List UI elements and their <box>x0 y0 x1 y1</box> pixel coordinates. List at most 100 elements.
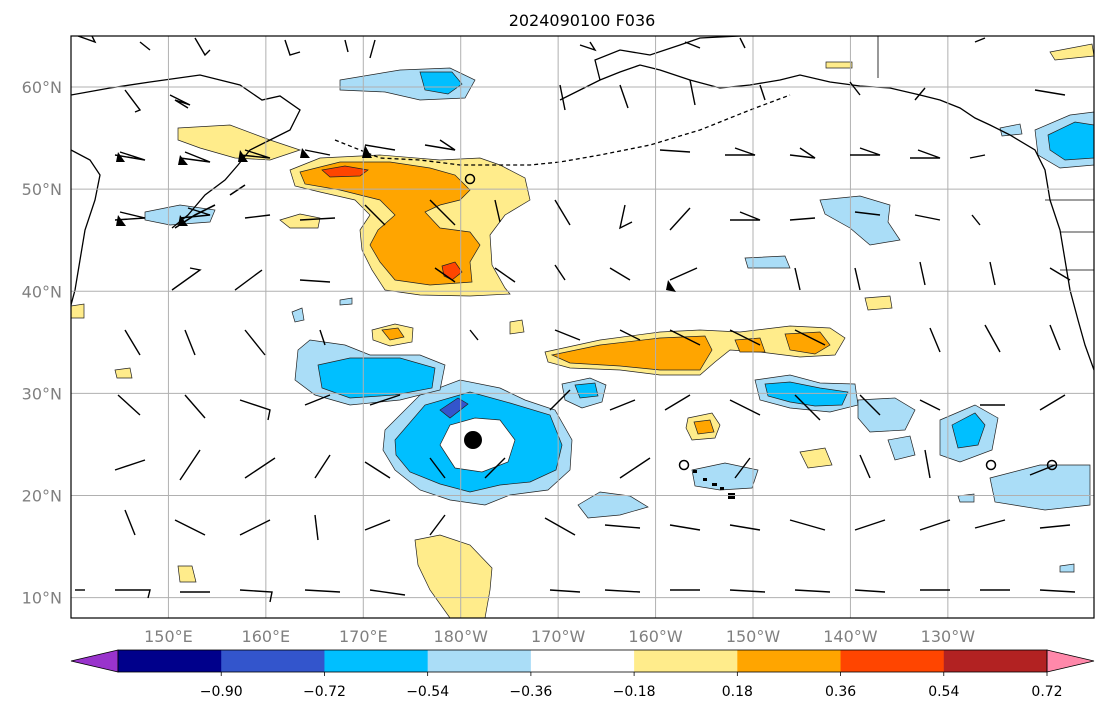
wind-barb-pennant <box>116 152 125 162</box>
negative-region <box>577 491 649 519</box>
positive-region-peak <box>321 165 369 178</box>
wind-barb <box>619 457 651 479</box>
wind-barb <box>794 267 801 291</box>
wind-barb <box>739 37 746 49</box>
negative-region-core <box>1047 121 1094 161</box>
wind-barb <box>794 394 821 421</box>
colorbar-tick-label: −0.90 <box>200 684 243 700</box>
wind-barb <box>910 149 941 159</box>
wind-barb <box>299 217 336 221</box>
wind-barb <box>929 327 941 353</box>
coastline-asia <box>71 149 101 306</box>
wind-barb <box>484 457 506 479</box>
wind-barb-pennant <box>178 155 188 165</box>
map-frame <box>70 35 1095 619</box>
negative-region <box>291 307 305 323</box>
coastline-north-america <box>1049 199 1094 371</box>
wind-barb <box>854 267 861 291</box>
colorbar-extend-max <box>1046 649 1095 673</box>
wind-barb <box>239 589 273 603</box>
wind-barb <box>364 519 391 531</box>
colorbar-segment <box>634 650 738 672</box>
wind-barb <box>244 457 276 479</box>
wind-barb <box>659 149 691 153</box>
negative-region <box>957 493 975 503</box>
wind-barb <box>554 329 581 341</box>
wind-barb <box>849 81 861 96</box>
wind-barb <box>619 329 641 341</box>
wind-barb <box>759 84 766 101</box>
wind-barb <box>77 36 97 44</box>
wind-barb <box>429 199 456 226</box>
colorbar-tick-label: −0.36 <box>509 684 552 700</box>
wind-barb <box>424 139 456 151</box>
wind-barb-pennant <box>178 215 188 226</box>
wind-barb <box>604 524 641 529</box>
markers <box>464 173 1058 471</box>
wind-barb <box>850 147 881 156</box>
colorbar-segment <box>530 650 635 672</box>
wind-barb <box>179 207 211 219</box>
wind-barb <box>789 519 826 531</box>
wind-barb <box>184 394 206 419</box>
wind-barb <box>609 399 636 411</box>
wind-barb <box>115 589 151 599</box>
island <box>728 493 735 499</box>
longitude-label: 170°W <box>531 627 586 646</box>
wind-barb <box>304 149 331 156</box>
longitude-label: 140°W <box>823 627 878 646</box>
island <box>703 478 707 481</box>
wind-barb <box>171 267 202 291</box>
wind-barb <box>304 394 331 406</box>
wind-barb <box>124 509 136 536</box>
island <box>712 483 717 486</box>
wind-barb <box>494 267 516 283</box>
positive-region <box>799 447 833 469</box>
storm-center-marker <box>464 431 482 449</box>
wind-barb <box>730 211 761 221</box>
wind-barb <box>544 517 576 536</box>
wind-barb <box>971 214 981 226</box>
wind-barb <box>554 264 566 281</box>
wind-barb <box>549 589 581 593</box>
colorbar-tick-label: 0.18 <box>722 684 753 700</box>
wind-barb <box>179 449 201 481</box>
wind-barb <box>609 267 631 281</box>
colorbar-tick-label: 0.72 <box>1031 684 1062 700</box>
positive-region <box>864 295 893 311</box>
wind-barb <box>117 394 141 416</box>
positive-region <box>71 303 85 319</box>
wind-barb <box>559 84 566 111</box>
wind-barb <box>729 329 761 346</box>
latitude-label: 60°N <box>22 78 62 97</box>
colorbar-tick-label: −0.72 <box>303 684 346 700</box>
positive-region <box>114 367 133 379</box>
wind-barb <box>579 41 597 52</box>
positive-region-core <box>550 335 713 371</box>
longitude-label: 180°W <box>434 627 489 646</box>
colorbar: −0.90 −0.72 −0.54 −0.36 −0.18 0.18 0.36 0.54 0.7… <box>70 649 1095 700</box>
positive-region-core <box>693 419 715 435</box>
negative-region <box>744 255 791 269</box>
wind-barb <box>434 267 456 283</box>
wind-barb <box>139 41 151 51</box>
longitude-label: 130°W <box>921 627 976 646</box>
calm-wind-circle <box>464 173 476 185</box>
wind-barb <box>124 329 141 356</box>
map-background <box>71 36 1094 618</box>
wind-barb <box>1039 589 1076 593</box>
wind-barb <box>854 211 881 216</box>
coastline-kamchatka <box>71 74 301 229</box>
latitude-labels: 10°N 20°N 30°N 40°N 50°N 60°N <box>22 78 62 608</box>
wind-barb <box>974 519 1006 529</box>
wind-barb <box>619 204 633 230</box>
wind-barb <box>859 394 881 416</box>
wind-barb <box>194 37 211 57</box>
coastline-aleutian-islands <box>334 94 791 166</box>
wind-barb <box>369 39 376 59</box>
wind-barb <box>854 519 886 531</box>
wind-barb <box>344 39 349 53</box>
latitude-label: 40°N <box>22 282 62 301</box>
positive-region-core <box>734 337 766 353</box>
wind-barb <box>174 519 206 536</box>
